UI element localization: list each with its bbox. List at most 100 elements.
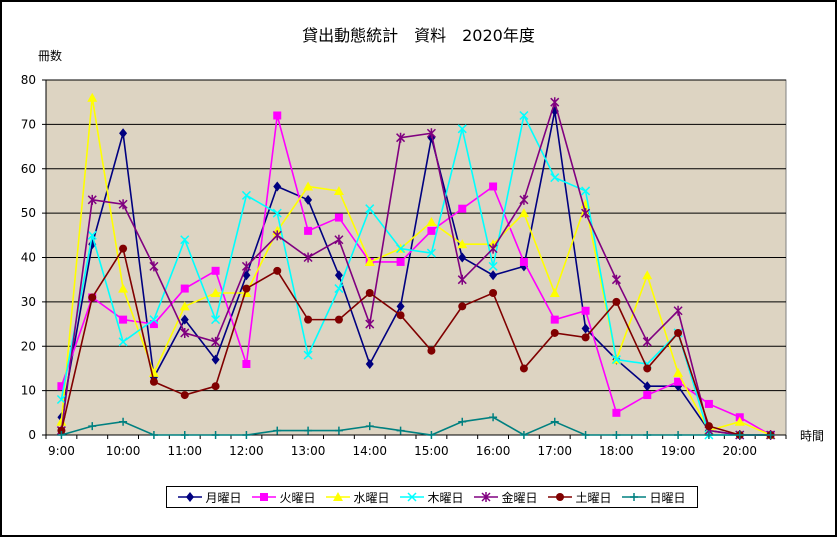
legend-item: 水曜日 [326,489,390,506]
data-point [643,381,652,392]
data-point [149,315,159,325]
data-point [334,270,343,281]
series-line [60,113,771,436]
data-point [427,431,436,439]
data-point [673,367,684,377]
data-point [642,336,652,347]
legend-marker [630,493,639,501]
data-point [365,204,375,214]
data-point [643,391,652,400]
legend-label: 火曜日 [279,490,316,505]
data-point [612,431,621,439]
data-point [211,315,221,325]
data-point [673,305,683,316]
series-line [60,97,771,436]
series-line [60,110,771,436]
data-point [643,364,652,373]
legend-swatch [622,493,647,501]
data-point [734,416,745,426]
data-point [519,110,529,121]
data-point [766,431,775,439]
data-point [211,382,220,391]
data-point [550,97,560,108]
data-point [87,194,97,205]
data-point [457,124,467,134]
data-point [57,431,66,439]
data-point [704,422,713,431]
data-point [735,431,744,439]
data-point [612,408,621,417]
legend-swatch [548,493,573,501]
data-point [211,336,221,347]
data-point [581,323,590,334]
data-point [273,426,282,435]
y-axis-ticks: 0 10 20 30 40 50 60 70 80 [21,73,46,442]
x-tick-label: 11:00 [167,444,202,458]
data-point [304,194,313,205]
data-point [581,431,590,439]
x-tick-label: 19:00 [661,444,696,458]
x-tick-label: 17:00 [537,444,572,458]
data-point [334,284,344,294]
data-point [674,328,683,337]
legend-marker [556,493,565,501]
data-point [303,252,313,263]
legend-label: 土曜日 [575,490,612,505]
x-tick-label: 10:00 [106,444,141,458]
data-point [334,234,344,245]
data-point [180,431,189,439]
data-point [427,346,436,355]
data-point [242,431,251,439]
legend-marker [186,492,195,502]
data-point [643,431,652,439]
series-line [61,416,771,436]
x-tick-label: 20:00 [722,444,757,458]
series-line [60,115,771,436]
data-point [674,377,683,386]
data-point [179,301,190,311]
data-point [489,182,498,191]
data-point [550,328,559,337]
series-6 [57,244,775,439]
legend-marker [481,492,492,502]
data-point [550,173,560,183]
x-tick-label: 16:00 [476,444,511,458]
data-point [119,417,128,426]
data-point [458,417,467,426]
data-point [612,297,621,306]
data-point [426,248,436,258]
y-tick-label: 20 [21,339,36,353]
data-point [426,217,437,226]
data-point [119,128,128,139]
legend-item: 月曜日 [178,489,242,506]
x-tick-label: 12:00 [229,444,264,458]
data-point [180,284,189,293]
data-point [457,274,467,285]
x-tick-label: 18:00 [599,444,634,458]
data-point [581,208,591,219]
data-point [303,350,313,360]
data-point [241,261,251,272]
y-tick-label: 0 [28,428,36,442]
data-point [304,426,313,435]
series-line [60,246,771,436]
data-point [56,394,66,405]
data-point [396,311,405,320]
legend-marker [260,493,269,501]
data-point [149,261,159,272]
data-point [273,266,282,275]
data-point [457,239,468,249]
y-tick-label: 40 [21,251,36,265]
x-axis-label: 時間 [800,429,824,443]
legend: 月曜日 火曜日 水曜日 木曜日 金曜日 土曜日 日曜日 [166,486,698,508]
data-point [57,426,66,435]
data-point [242,360,251,368]
y-tick-label: 60 [21,162,36,176]
data-point [704,431,713,439]
data-point [272,230,282,241]
data-point [57,382,66,391]
legend-swatch [178,492,203,502]
data-point [489,413,498,422]
data-point [519,364,528,373]
data-point [518,208,529,218]
